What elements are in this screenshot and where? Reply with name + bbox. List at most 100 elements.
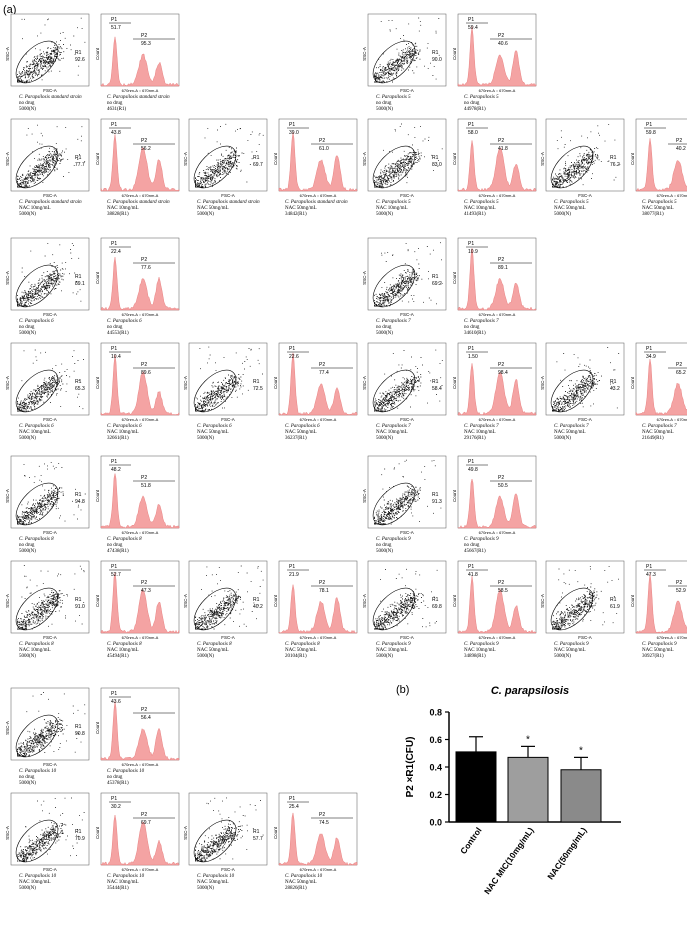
- histogram-curve: [278, 352, 358, 416]
- x-axis-title: FSC-A: [221, 635, 235, 640]
- y-axis-title: Count: [273, 376, 278, 389]
- p1-value: 22.6: [289, 354, 299, 360]
- r1-label: R1: [75, 597, 82, 603]
- r1-value: 40.2: [253, 604, 263, 610]
- caption-count: 32661(R1): [107, 436, 129, 441]
- p2-value: 51.8: [141, 483, 151, 489]
- caption-strain: C. Parapsilosis 9: [464, 642, 499, 647]
- p1-value: 52.7: [111, 572, 121, 578]
- p1-label: P1: [646, 346, 652, 352]
- y-axis-title: SSC-A: [5, 826, 10, 840]
- r1-gate: [193, 145, 237, 189]
- p1-value: 49.8: [468, 467, 478, 473]
- r1-gate: [15, 714, 59, 758]
- caption-strain: C. Parapsilosis 7: [642, 424, 677, 429]
- p2-label: P2: [498, 580, 504, 586]
- y-axis-title: SSC-A: [5, 489, 10, 503]
- r1-gate: [15, 40, 59, 84]
- x-axis-title: FSC-A: [400, 417, 414, 422]
- caption-strain: C. Parapsilosis 8: [19, 537, 54, 542]
- p1-value: 1.50: [468, 354, 478, 360]
- caption-strain: C. Parapsilosis 6: [107, 424, 142, 429]
- caption-count: 34898(R1): [464, 654, 486, 659]
- caption-condition: NAC 50mg/mL: [285, 206, 317, 211]
- p2-label: P2: [676, 362, 682, 368]
- caption-strain: C. Parapsilosis 9: [376, 537, 411, 542]
- y-axis-title: Count: [273, 152, 278, 165]
- caption-count: 5000(N): [376, 107, 393, 112]
- histogram-curve: [457, 363, 537, 416]
- histogram-curve: [457, 248, 537, 311]
- caption-count: 28826(R1): [285, 886, 307, 891]
- p1-value: 47.3: [646, 572, 656, 578]
- r1-gate: [15, 482, 59, 526]
- p1-label: P1: [111, 346, 117, 352]
- r1-label: R1: [432, 597, 439, 603]
- caption-strain: C. Parapsilosis 7: [376, 319, 411, 324]
- caption-strain: C. Parapsilosis standard strain: [197, 200, 260, 205]
- x-axis-title: FSC-A: [578, 417, 592, 422]
- p1-label: P1: [646, 122, 652, 128]
- r1-gate: [15, 819, 59, 863]
- caption-condition: NAC 50mg/mL: [642, 648, 674, 653]
- caption-condition: NAC 10mg/mL: [376, 430, 408, 435]
- y-axis-title: Count: [95, 47, 100, 60]
- y-axis-title: SSC-A: [5, 152, 10, 166]
- p2-label: P2: [141, 33, 147, 39]
- scatter-frame: [188, 342, 268, 416]
- scatter-frame: [367, 455, 447, 529]
- x-axis-title: 670nm-A :: 670nm-A: [657, 193, 687, 198]
- caption-count: 5000(N): [554, 436, 571, 441]
- caption-strain: C. Parapsilosis standard strain: [19, 200, 82, 205]
- caption-count: 35444(R1): [107, 886, 129, 891]
- x-tick-label: Control: [458, 825, 484, 855]
- caption-count: 5000(N): [19, 886, 36, 891]
- r1-label: R1: [75, 379, 82, 385]
- caption-count: 5000(N): [19, 436, 36, 441]
- p1-value: 58.0: [468, 130, 478, 136]
- caption-count: 5000(N): [376, 331, 393, 336]
- caption-condition: no drug: [107, 775, 123, 780]
- caption-strain: C. Parapsilosis 6: [197, 424, 232, 429]
- x-axis-title: 670nm-A :: 670nm-A: [122, 88, 159, 93]
- r1-label: R1: [610, 597, 617, 603]
- caption-count: 44978(R1): [464, 107, 486, 112]
- bar: [455, 751, 497, 823]
- r1-value: 61.9: [610, 604, 620, 610]
- caption-condition: NAC 10mg/mL: [376, 206, 408, 211]
- p1-value: 22.4: [111, 249, 121, 255]
- p1-label: P1: [111, 17, 117, 23]
- p1-label: P1: [468, 346, 474, 352]
- y-axis-title: Count: [95, 489, 100, 502]
- caption-count: 45667(R1): [464, 549, 486, 554]
- r1-label: R1: [610, 379, 617, 385]
- p2-label: P2: [319, 138, 325, 144]
- scatter-frame: [10, 455, 90, 529]
- caption-strain: C. Parapsilosis 9: [464, 537, 499, 542]
- caption-count: 5000(N): [19, 107, 36, 112]
- y-axis-title: SSC-A: [362, 376, 367, 390]
- r1-gate: [372, 264, 416, 308]
- caption-strain: C. Parapsilosis 10: [197, 874, 235, 879]
- x-axis-title: FSC-A: [221, 417, 235, 422]
- p2-label: P2: [498, 362, 504, 368]
- scatter-points: [17, 349, 84, 412]
- caption-condition: NAC 10mg/mL: [19, 206, 51, 211]
- caption-strain: C. Parapsilosis 5: [464, 95, 499, 100]
- x-axis-title: FSC-A: [400, 193, 414, 198]
- caption-count: 45494(R1): [107, 654, 129, 659]
- caption-condition: NAC 10mg/mL: [107, 430, 139, 435]
- p2-label: P2: [141, 138, 147, 144]
- scatter-points: [17, 124, 86, 188]
- x-axis-title: 670nm-A :: 670nm-A: [122, 530, 159, 535]
- caption-strain: C. Parapsilosis 9: [554, 642, 589, 647]
- r1-label: R1: [432, 155, 439, 161]
- caption-strain: C. Parapsilosis 8: [107, 537, 142, 542]
- caption-count: 38828(R1): [107, 212, 129, 217]
- x-axis-title: FSC-A: [43, 193, 57, 198]
- caption-strain: C. Parapsilosis 7: [554, 424, 589, 429]
- p2-value: 56.4: [141, 715, 151, 721]
- x-tick-label: NAC MIC(10mg/mL): [482, 825, 536, 896]
- p2-value: 78.1: [319, 588, 329, 594]
